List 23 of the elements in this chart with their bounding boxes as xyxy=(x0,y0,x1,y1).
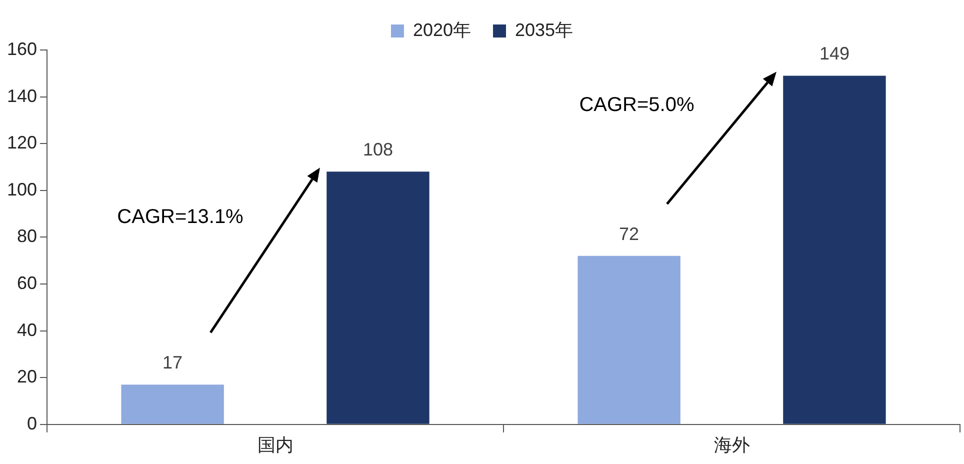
annotation: CAGR=13.1% xyxy=(116,206,244,230)
data-label: 72 xyxy=(619,224,640,244)
x-tick-label: 国内 xyxy=(257,435,294,456)
bar xyxy=(326,172,430,424)
y-tick-label: 100 xyxy=(6,179,38,200)
bar xyxy=(578,256,680,424)
y-tick-label: 160 xyxy=(6,38,38,59)
data-label: 108 xyxy=(362,140,394,160)
bar xyxy=(121,384,224,424)
y-tick-label: 20 xyxy=(17,366,38,387)
y-tick-label: 40 xyxy=(17,320,38,340)
y-tick-label: 80 xyxy=(17,226,38,246)
legend-label: 2035年 xyxy=(515,20,574,40)
y-tick-label: 140 xyxy=(6,86,38,106)
data-label: 17 xyxy=(162,352,183,373)
data-label: 149 xyxy=(819,44,850,64)
y-tick-label: 60 xyxy=(17,272,38,293)
bar xyxy=(783,76,886,424)
y-tick-label: 0 xyxy=(27,413,38,434)
y-tick-label: 120 xyxy=(6,132,38,153)
x-tick-label: 海外 xyxy=(714,435,750,456)
annotation: CAGR=5.0% xyxy=(578,94,696,117)
legend-label: 2020年 xyxy=(412,20,472,40)
